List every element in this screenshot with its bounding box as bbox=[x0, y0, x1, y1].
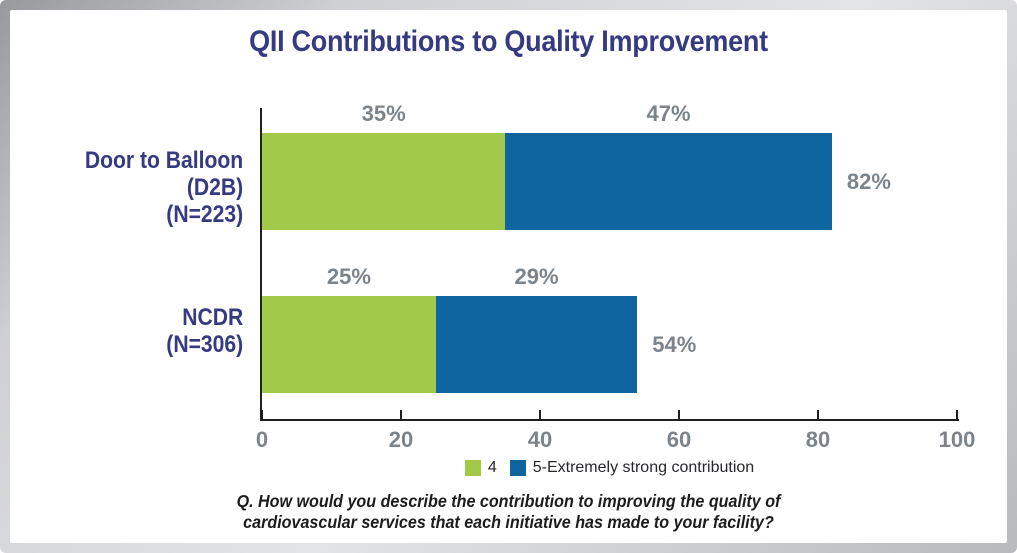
legend-swatch-4 bbox=[464, 460, 481, 476]
plot-area: 35% 47% 82% 25% 29% 54% 0 20 40 60 80 100 bbox=[256, 102, 975, 453]
bar-segment-value-label: 35% bbox=[361, 101, 406, 126]
axis-tick-label: 60 bbox=[666, 427, 692, 452]
category-name: Door to Balloon (D2B) bbox=[84, 147, 244, 201]
axis-tick-label: 80 bbox=[805, 427, 831, 452]
bar-segment-value-label: 47% bbox=[646, 101, 691, 126]
category-label: Door to Balloon (D2B) (N=223) bbox=[39, 139, 252, 236]
axis-tick-label: 0 bbox=[255, 427, 269, 452]
axis-tick-label: 40 bbox=[527, 427, 553, 452]
y-axis-line bbox=[260, 108, 262, 421]
bar-segment-series-1 bbox=[262, 296, 436, 393]
axis-tick bbox=[956, 410, 958, 419]
category-name: NCDR bbox=[182, 303, 244, 331]
category-sample-size: (N=223) bbox=[166, 201, 244, 228]
bar-segment-value-label: 25% bbox=[326, 264, 371, 289]
axis-tick bbox=[400, 410, 402, 419]
axis-tick-label: 100 bbox=[938, 427, 976, 452]
legend-label-5-extremely-strong: 5-Extremely strong contribution bbox=[532, 459, 755, 476]
x-axis-line bbox=[260, 419, 959, 421]
bar-total-value-label: 82% bbox=[846, 168, 891, 194]
survey-question-line-2: cardiovascular services that each initia… bbox=[243, 512, 774, 532]
axis-tick bbox=[261, 410, 263, 419]
survey-question-line-1: Q. How would you describe the contributi… bbox=[236, 491, 781, 511]
axis-tick bbox=[678, 410, 680, 419]
bar-segment-series-2 bbox=[435, 296, 638, 393]
bar-segment-value-label: 29% bbox=[514, 264, 559, 289]
category-label: NCDR (N=306) bbox=[39, 282, 252, 379]
axis-tick bbox=[817, 410, 819, 419]
chart-canvas: QII Contributions to Quality Improvement… bbox=[10, 10, 1007, 543]
bar-segment-series-1 bbox=[262, 133, 506, 230]
category-sample-size: (N=306) bbox=[166, 330, 244, 358]
bar-segment-series-2 bbox=[505, 133, 832, 230]
legend-swatch-5-extremely-strong bbox=[509, 460, 526, 476]
survey-question: Q. How would you describe the contributi… bbox=[50, 491, 967, 533]
bar-total-value-label: 54% bbox=[652, 331, 697, 357]
axis-tick-label: 20 bbox=[388, 427, 414, 452]
axis-tick bbox=[539, 410, 541, 419]
legend-label-4: 4 bbox=[487, 459, 497, 476]
chart-legend: 4 5-Extremely strong contribution bbox=[262, 459, 957, 477]
chart-title: QII Contributions to Quality Improvement bbox=[249, 25, 768, 58]
